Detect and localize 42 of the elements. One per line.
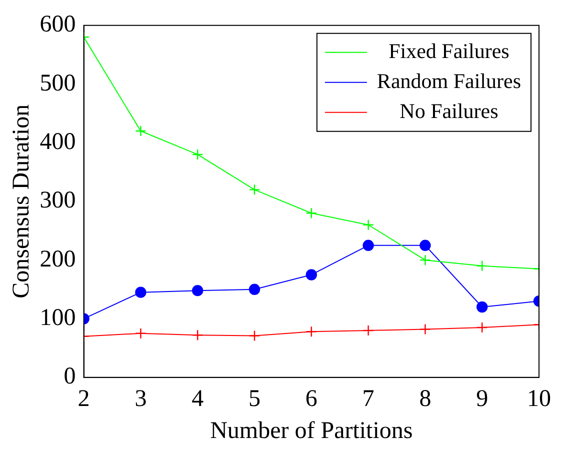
x-tick-label: 2 <box>78 386 90 412</box>
point <box>476 322 488 334</box>
point <box>192 330 204 341</box>
point <box>362 240 374 251</box>
x-axis-title: Number of Partitions <box>210 418 413 444</box>
point <box>248 284 260 295</box>
y-tick-label: 300 <box>40 188 76 214</box>
y-tick-label: 100 <box>40 305 76 332</box>
legend-label: Fixed Failures <box>388 38 510 63</box>
point <box>135 328 146 339</box>
point <box>248 184 260 196</box>
legend-label: No Failures <box>400 98 498 123</box>
y-tick-label: 400 <box>40 129 76 156</box>
point <box>192 148 204 160</box>
point <box>420 240 431 251</box>
y-tick-label: 600 <box>40 12 76 38</box>
x-tick-label: 3 <box>134 386 147 412</box>
point <box>306 208 317 219</box>
point <box>306 269 317 280</box>
point <box>362 324 374 336</box>
x-tick-label: 8 <box>419 386 432 412</box>
x-tick-label: 7 <box>362 386 374 412</box>
point <box>192 284 204 296</box>
y-axis-title: Consensus Duration <box>8 104 35 298</box>
legend-label: Random Failures <box>376 68 522 93</box>
point <box>420 254 431 266</box>
x-tick-label: 4 <box>192 386 204 412</box>
point <box>306 326 317 338</box>
x-tick-label: 6 <box>305 386 318 412</box>
point <box>420 324 431 335</box>
point <box>135 125 146 137</box>
point <box>135 286 146 298</box>
x-tick-label: 9 <box>476 386 488 412</box>
point <box>362 219 374 230</box>
x-tick-label: 10 <box>527 386 551 412</box>
y-tick-label: 500 <box>40 70 76 96</box>
y-tick-label: 0 <box>64 364 76 390</box>
point <box>476 301 488 313</box>
point <box>248 330 260 342</box>
point <box>476 260 488 272</box>
y-tick-label: 200 <box>40 246 76 272</box>
x-tick-label: 5 <box>248 386 260 412</box>
